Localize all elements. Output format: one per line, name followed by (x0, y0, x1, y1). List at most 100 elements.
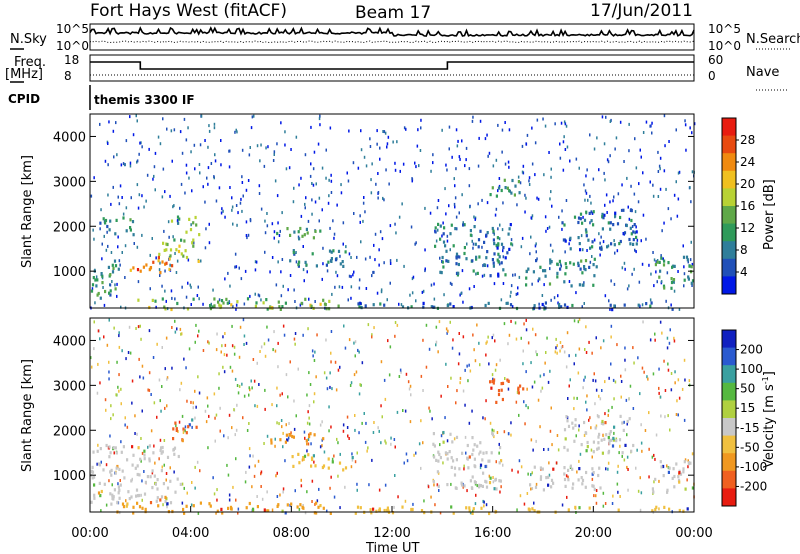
noise-pixel (159, 438, 162, 442)
echo-pixel (449, 232, 452, 236)
echo-pixel (563, 477, 567, 482)
echo-pixel (297, 262, 300, 267)
noise-pixel (540, 389, 542, 393)
noise-pixel (219, 406, 221, 410)
noise-pixel (641, 303, 644, 307)
echo-pixel (100, 272, 103, 276)
noise-pixel (639, 304, 641, 308)
noise-pixel (420, 466, 422, 470)
echo-pixel (116, 464, 119, 469)
echo-pixel (328, 249, 332, 253)
noise-pixel (310, 125, 312, 129)
noise-pixel (119, 511, 121, 515)
noise-pixel (642, 320, 644, 324)
echo-pixel (178, 244, 181, 248)
echo-pixel (469, 233, 472, 237)
noise-pixel (626, 433, 628, 437)
echo-pixel (560, 305, 563, 309)
noise-pixel (205, 227, 207, 231)
noise-pixel (448, 204, 450, 208)
echo-pixel (125, 504, 128, 508)
echo-pixel (645, 302, 648, 306)
echo-pixel (451, 440, 454, 444)
noise-pixel (447, 329, 449, 333)
echo-pixel (507, 232, 510, 236)
echo-pixel (385, 508, 388, 512)
echo-pixel (93, 496, 96, 500)
noise-pixel (154, 461, 156, 465)
noise-pixel (256, 144, 259, 148)
noise-pixel (199, 171, 201, 175)
noise-pixel (329, 226, 331, 230)
noise-pixel (668, 140, 670, 143)
noise-pixel (462, 485, 464, 489)
noise-pixel (195, 405, 197, 409)
noise-pixel (626, 455, 629, 459)
echo-pixel (577, 220, 580, 225)
noise-pixel (482, 264, 484, 268)
echo-pixel (323, 302, 327, 306)
noise-pixel (530, 438, 533, 442)
noise-pixel (408, 387, 411, 391)
echo-pixel (671, 476, 674, 480)
noise-pixel (350, 465, 353, 469)
noise-pixel (382, 196, 384, 200)
noise-pixel (526, 387, 528, 391)
noise-pixel (286, 438, 288, 442)
noise-pixel (521, 144, 524, 148)
echo-pixel (690, 281, 693, 285)
noise-pixel (454, 184, 456, 188)
noise-pixel (194, 389, 196, 393)
noise-pixel (348, 437, 350, 440)
noise-pixel (463, 464, 465, 468)
colorbar-tick-label: 16 (740, 199, 755, 213)
echo-pixel (593, 257, 596, 261)
ytick-label: 3000 (53, 379, 86, 394)
noise-pixel (628, 284, 630, 288)
noise-pixel (610, 335, 612, 339)
echo-pixel (479, 441, 482, 445)
noise-pixel (599, 253, 601, 257)
echo-pixel (656, 260, 659, 264)
noise-pixel (337, 474, 339, 478)
echo-pixel (315, 501, 318, 505)
echo-pixel (174, 421, 177, 425)
noise-pixel (573, 362, 575, 366)
noise-pixel (670, 388, 673, 392)
noise-pixel (493, 282, 496, 286)
noise-pixel (154, 151, 157, 155)
noise-pixel (589, 194, 591, 198)
echo-pixel (619, 215, 622, 220)
noise-pixel (208, 222, 210, 226)
echo-pixel (154, 299, 157, 303)
echo-pixel (485, 256, 488, 260)
nave-tick-bottom: 0 (708, 69, 716, 83)
echo-pixel (104, 221, 107, 225)
echo-pixel (658, 275, 661, 279)
echo-pixel (492, 238, 495, 242)
noise-pixel (140, 337, 142, 341)
noise-pixel (649, 298, 652, 302)
noise-pixel (616, 470, 619, 474)
noise-pixel (534, 173, 536, 177)
noise-pixel (357, 348, 359, 352)
noise-pixel (311, 212, 313, 216)
noise-pixel (346, 171, 348, 175)
noise-pixel (519, 494, 522, 498)
echo-pixel (517, 386, 520, 390)
nave-tick-top: 60 (708, 53, 723, 67)
noise-pixel (156, 342, 158, 346)
echo-pixel (513, 193, 516, 197)
noise-pixel (152, 177, 154, 181)
echo-pixel (118, 488, 121, 492)
echo-pixel (585, 470, 588, 475)
echo-pixel (169, 501, 173, 505)
noise-pixel (442, 221, 444, 225)
noise-pixel (129, 115, 131, 119)
noise-pixel (415, 165, 417, 169)
echo-pixel (574, 423, 577, 427)
noise-pixel (282, 490, 284, 494)
noise-pixel (173, 204, 175, 208)
noise-pixel (446, 239, 449, 243)
